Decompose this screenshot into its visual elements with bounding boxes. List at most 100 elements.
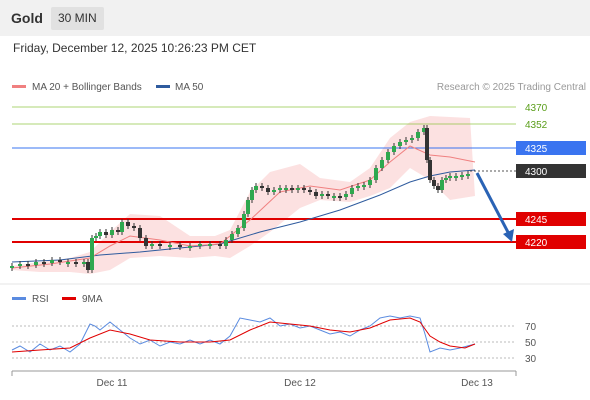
- copyright-text: Research © 2025 Trading Central: [437, 82, 586, 93]
- candle-body: [410, 138, 414, 140]
- candle-body: [188, 246, 192, 248]
- candle-body: [326, 194, 330, 196]
- candle-body: [332, 196, 336, 198]
- candle-body: [116, 230, 120, 232]
- x-tick-dec13: Dec 13: [461, 378, 493, 389]
- projection-arrow-head: [503, 229, 514, 242]
- candle-body: [356, 186, 360, 188]
- ma50-line: [11, 169, 476, 263]
- candle-body: [425, 128, 429, 160]
- candle-body: [320, 194, 324, 196]
- candle-body: [440, 180, 444, 190]
- candle-body: [42, 262, 46, 264]
- candle-body: [138, 228, 142, 238]
- candle-body: [246, 200, 250, 214]
- level-label-4220: 4220: [525, 238, 548, 249]
- projection-arrow-shaft: [475, 172, 512, 237]
- candle-body: [380, 160, 384, 168]
- ma50-legend-swatch: [156, 85, 170, 88]
- x-tick-dec12: Dec 12: [284, 378, 316, 389]
- candle-body: [230, 234, 234, 240]
- level-tag-4220: [516, 235, 586, 249]
- candle-body: [266, 188, 270, 192]
- candle-body: [272, 190, 276, 192]
- candle-body: [242, 214, 246, 228]
- instrument-title: Gold: [11, 10, 43, 26]
- rsi-ma-legend-label: 9MA: [82, 294, 103, 305]
- candle-body: [18, 264, 22, 266]
- candle-body: [436, 186, 440, 190]
- rsi-tick-30: 30: [525, 354, 537, 365]
- candle-body: [178, 245, 182, 247]
- candle-body: [208, 244, 212, 246]
- candle-body: [150, 244, 154, 246]
- candle-body: [260, 186, 264, 188]
- candle-body: [278, 188, 282, 190]
- rsi-legend-label: RSI: [32, 294, 49, 305]
- level-label-4300: 4300: [525, 167, 548, 178]
- candle-body: [168, 245, 172, 247]
- candle-body: [338, 196, 342, 198]
- level-label-4245: 4245: [525, 215, 548, 226]
- candle-body: [290, 188, 294, 190]
- candle-body: [50, 260, 54, 263]
- candle-body: [198, 244, 202, 246]
- candle-body: [368, 180, 372, 185]
- candle-body: [454, 176, 458, 178]
- candle-body: [428, 160, 432, 180]
- candle-body: [10, 266, 14, 268]
- ma20-line: [11, 145, 476, 269]
- candle-body: [350, 188, 354, 194]
- level-label-4325: 4325: [525, 144, 548, 155]
- candle-body: [422, 128, 426, 132]
- candle-body: [120, 222, 124, 232]
- candle-body: [416, 132, 420, 138]
- candle-body: [448, 176, 452, 178]
- candle-body: [466, 174, 470, 176]
- ma20-legend-label: MA 20 + Bollinger Bands: [32, 82, 142, 93]
- candle-body: [460, 175, 464, 177]
- rsi-ma-line: [11, 317, 476, 353]
- candle-body: [296, 188, 300, 190]
- candle-body: [110, 230, 114, 235]
- candle-body: [386, 152, 390, 160]
- candle-body: [144, 238, 148, 246]
- candle-body: [374, 168, 378, 180]
- candle-body: [158, 244, 162, 246]
- level-tag-4325: [516, 141, 586, 155]
- rsi-ma-legend-swatch: [62, 297, 76, 300]
- chart-datetime: Friday, December 12, 2025 10:26:23 PM CE…: [13, 41, 257, 55]
- x-tick-dec11: Dec 11: [97, 378, 128, 389]
- candle-body: [34, 262, 38, 265]
- candle-body: [26, 264, 30, 266]
- candle-body: [314, 192, 318, 196]
- candle-body: [404, 140, 408, 142]
- candle-body: [398, 142, 402, 146]
- candle-body: [444, 178, 448, 180]
- candle-body: [86, 262, 90, 270]
- candle-body: [104, 232, 108, 235]
- ma20-legend-swatch: [12, 85, 26, 88]
- level-tag-4245: [516, 212, 586, 226]
- candle-body: [94, 236, 98, 238]
- level-tag-4300: [516, 164, 586, 178]
- candle-body: [302, 188, 306, 190]
- candle-body: [254, 186, 258, 190]
- rsi-legend-swatch: [12, 297, 26, 300]
- candle-body: [126, 222, 130, 226]
- candle-body: [218, 244, 222, 246]
- bollinger-band-area: [12, 116, 475, 274]
- rsi-tick-70: 70: [525, 322, 537, 333]
- level-label-4352: 4352: [525, 120, 548, 131]
- candle-body: [308, 190, 312, 192]
- candle-body: [82, 262, 86, 264]
- ma50-legend-label: MA 50: [175, 82, 204, 93]
- timeframe-button[interactable]: 30 MIN: [51, 7, 104, 30]
- candle-body: [362, 185, 366, 187]
- candle-body: [236, 228, 240, 234]
- candle-body: [90, 238, 94, 270]
- level-label-4370: 4370: [525, 103, 548, 114]
- candle-body: [98, 232, 102, 236]
- candle-body: [344, 194, 348, 197]
